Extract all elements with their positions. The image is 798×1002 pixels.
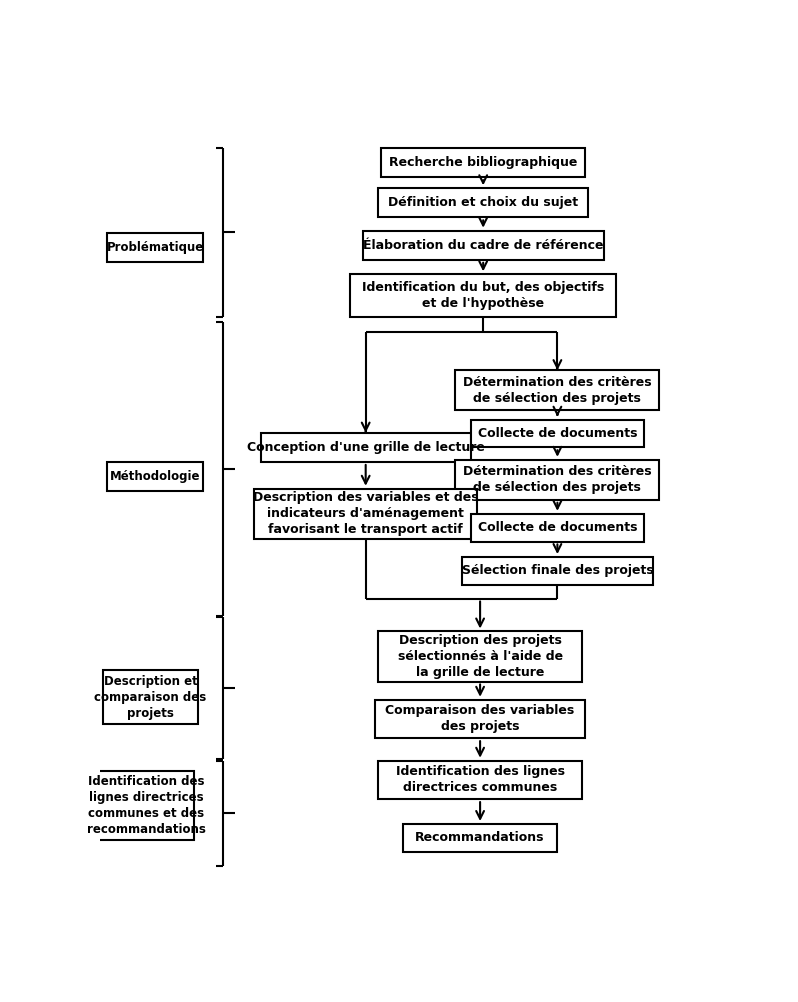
Text: Problématique: Problématique <box>107 241 204 255</box>
FancyBboxPatch shape <box>378 631 583 681</box>
Text: Identification du but, des objectifs
et de l'hypothèse: Identification du but, des objectifs et … <box>362 281 604 310</box>
Text: Recommandations: Recommandations <box>415 832 545 845</box>
FancyBboxPatch shape <box>456 460 659 500</box>
FancyBboxPatch shape <box>350 275 616 317</box>
Text: Élaboration du cadre de référence: Élaboration du cadre de référence <box>363 238 603 252</box>
FancyBboxPatch shape <box>471 514 644 541</box>
FancyBboxPatch shape <box>98 771 194 840</box>
Text: Description et
comparaison des
projets: Description et comparaison des projets <box>94 675 207 719</box>
FancyBboxPatch shape <box>381 148 585 177</box>
FancyBboxPatch shape <box>456 370 659 411</box>
FancyBboxPatch shape <box>260 433 471 462</box>
Text: Détermination des critères
de sélection des projets: Détermination des critères de sélection … <box>463 376 652 405</box>
Text: Conception d'une grille de lecture: Conception d'une grille de lecture <box>247 441 484 454</box>
Text: Détermination des critères
de sélection des projets: Détermination des critères de sélection … <box>463 465 652 494</box>
Text: Description des projets
sélectionnés à l'aide de
la grille de lecture: Description des projets sélectionnés à l… <box>397 634 563 679</box>
FancyBboxPatch shape <box>375 699 585 738</box>
Text: Définition et choix du sujet: Définition et choix du sujet <box>388 196 579 209</box>
FancyBboxPatch shape <box>102 670 199 724</box>
Text: Méthodologie: Méthodologie <box>110 470 200 483</box>
FancyBboxPatch shape <box>108 232 203 263</box>
Text: Collecte de documents: Collecte de documents <box>478 521 637 534</box>
FancyBboxPatch shape <box>471 420 644 447</box>
Text: Identification des lignes
directrices communes: Identification des lignes directrices co… <box>396 766 565 795</box>
FancyBboxPatch shape <box>362 230 604 260</box>
FancyBboxPatch shape <box>108 462 203 491</box>
FancyBboxPatch shape <box>378 761 583 800</box>
FancyBboxPatch shape <box>461 557 654 585</box>
Text: Collecte de documents: Collecte de documents <box>478 427 637 440</box>
FancyBboxPatch shape <box>403 824 557 852</box>
Text: Sélection finale des projets: Sélection finale des projets <box>461 564 654 577</box>
FancyBboxPatch shape <box>255 489 477 539</box>
Text: Description des variables et des
indicateurs d'aménagement
favorisant le transpo: Description des variables et des indicat… <box>253 491 479 536</box>
Text: Comparaison des variables
des projets: Comparaison des variables des projets <box>385 704 575 733</box>
Text: Identification des
lignes directrices
communes et des
recommandations: Identification des lignes directrices co… <box>87 775 206 836</box>
Text: Recherche bibliographique: Recherche bibliographique <box>389 156 578 169</box>
FancyBboxPatch shape <box>378 188 588 217</box>
